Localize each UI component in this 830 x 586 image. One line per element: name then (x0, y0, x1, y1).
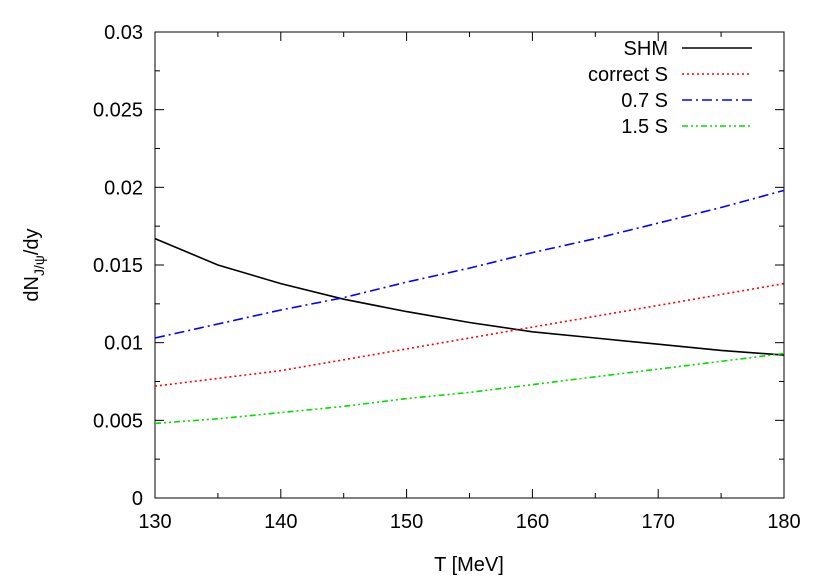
legend-label-1-5-s: 1.5 S (621, 116, 668, 138)
legend-label-correct-s: correct S (588, 64, 668, 86)
series-lines (154, 189, 785, 425)
y-tick-label: 0.02 (104, 177, 143, 199)
series-line-shm (154, 237, 785, 356)
plot-border (154, 31, 785, 499)
x-tick-label: 130 (138, 511, 171, 533)
y-tick-label: 0.005 (93, 410, 143, 432)
x-tick-label: 180 (767, 511, 800, 533)
x-tick-label: 160 (516, 511, 549, 533)
x-axis-label: T [MeV] (434, 554, 504, 576)
y-tick-label: 0.025 (93, 100, 143, 122)
series-line-1-5-s (154, 352, 785, 425)
x-tick-label: 140 (264, 511, 297, 533)
series-line-0-7-s (154, 189, 785, 339)
y-tick-label: 0.015 (93, 255, 143, 277)
y-tick-label: 0.01 (104, 333, 143, 355)
legend-label-0-7-s: 0.7 S (621, 90, 668, 112)
series-line-correct-s (154, 282, 785, 387)
x-tick-label: 170 (642, 511, 675, 533)
axes: 130 140 150 160 170 180 0 0.005 0.01 0.015 0.02 0.0… (93, 22, 801, 533)
y-axis-label: dNJ/ψ/dy (21, 228, 47, 301)
y-tick-label: 0.03 (104, 22, 143, 44)
legend-label-shm: SHM (624, 38, 668, 60)
y-tick-label: 0 (132, 488, 143, 510)
x-tick-label: 150 (390, 511, 423, 533)
legend: SHM correct S 0.7 S 1.5 S (588, 38, 752, 138)
